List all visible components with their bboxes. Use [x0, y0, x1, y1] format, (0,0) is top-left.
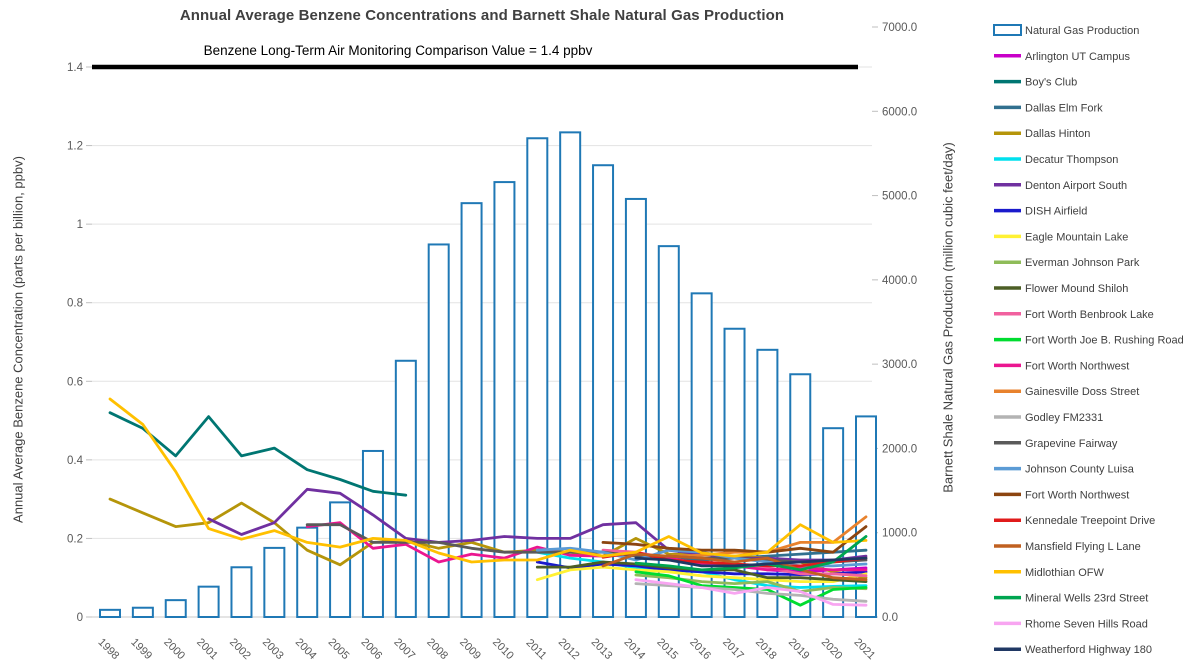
left-axis-tick-label: 1.4: [67, 62, 84, 74]
legend-label-0: Natural Gas Production: [1025, 25, 1139, 37]
x-axis-year-label: 2004: [293, 636, 319, 662]
right-axis-tick-label: 2000.0: [882, 443, 917, 455]
legend-label-11: Fort Worth Benbrook Lake: [1025, 309, 1154, 321]
bar-2003: [263, 546, 286, 619]
left-axis-tick-label: 1.2: [67, 141, 83, 153]
x-axis-year-label: 2008: [424, 636, 450, 662]
bar-2015: [657, 245, 680, 618]
legend-label-24: Weatherford Highway 180: [1025, 644, 1152, 656]
right-axis-title: Barnett Shale Natural Gas Production (mi…: [940, 142, 956, 493]
x-axis-year-label: 2000: [161, 636, 187, 662]
legend-label-22: Mineral Wells 23rd Street: [1025, 593, 1148, 605]
series-line-12-fort-worth-northwest: [305, 521, 868, 572]
series-line-19-mansfield-flying-l-lane: [601, 552, 868, 582]
x-axis-year-label: 2005: [326, 636, 352, 662]
left-axis-tick-label: 0.4: [67, 455, 84, 467]
legend-label-1: Arlington UT Campus: [1025, 51, 1130, 63]
x-axis-year-label: 2012: [556, 636, 582, 662]
bar-2002: [230, 566, 253, 618]
x-axis-year-label: 2016: [687, 636, 713, 662]
x-axis-year-label: 2001: [194, 636, 220, 662]
legend-label-14: Gainesville Doss Street: [1025, 386, 1139, 398]
legend-label-10: Flower Mound Shiloh: [1025, 283, 1128, 295]
legend-label-4: Dallas Hinton: [1025, 128, 1090, 140]
bar-1998: [99, 608, 121, 618]
right-axis-tick-label: 7000.0: [882, 22, 917, 34]
legend-label-12: Fort Worth Joe B. Rushing Road: [1025, 335, 1184, 347]
bar-2016: [690, 292, 713, 618]
x-axis-year-label: 2014: [621, 636, 647, 662]
bar-2008: [427, 243, 450, 618]
right-axis-tick-label: 4000.0: [882, 275, 917, 287]
bar-2010: [493, 181, 516, 618]
x-axis-year-label: 2011: [523, 637, 548, 662]
legend-label-2: Boy's Club: [1025, 77, 1077, 89]
right-axis-tick-label: 3000.0: [882, 359, 917, 371]
left-axis-tick-label: 1: [77, 219, 83, 231]
x-axis-year-label: 2019: [786, 636, 812, 662]
x-axis-year-label: 1999: [128, 636, 154, 662]
bar-2000: [164, 599, 187, 619]
x-axis-year-label: 2009: [457, 636, 483, 662]
right-axis-tick-label: 1000.0: [882, 528, 917, 540]
legend-label-18: Fort Worth Northwest: [1025, 489, 1129, 501]
legend-label-7: DISH Airfield: [1025, 206, 1087, 218]
series-line-23-weatherford-highway-180: [634, 556, 868, 568]
right-axis-tick-label: 0.0: [882, 612, 898, 624]
legend-label-5: Decatur Thompson: [1025, 154, 1118, 166]
series-line-7-eagle-mountain-lake: [535, 565, 868, 583]
legend-label-6: Denton Airport South: [1025, 180, 1127, 192]
left-axis-title: Annual Average Benzene Concentration (pa…: [10, 156, 26, 523]
reference-line-label: Benzene Long-Term Air Monitoring Compari…: [203, 43, 593, 58]
legend-label-21: Midlothian OFW: [1025, 567, 1104, 579]
bar-2006: [361, 449, 384, 619]
left-axis-tick-label: 0.2: [67, 533, 83, 545]
left-axis-tick-label: 0.6: [67, 376, 83, 388]
bar-2012: [559, 131, 582, 618]
chart-title: Annual Average Benzene Concentrations an…: [179, 7, 785, 24]
x-axis-year-label: 1998: [96, 636, 122, 662]
bar-2011: [526, 137, 549, 618]
left-axis-tick-label: 0.8: [67, 298, 83, 310]
bar-2009: [460, 202, 483, 619]
legend-label-15: Godley FM2331: [1025, 412, 1103, 424]
x-axis-year-label: 2002: [227, 636, 253, 662]
x-axis-year-label: 2010: [490, 636, 516, 662]
x-axis-year-label: 2018: [753, 636, 779, 662]
x-axis-year-label: 2021: [852, 636, 878, 662]
bar-2014: [624, 197, 647, 618]
bar-1999: [131, 606, 154, 619]
legend-label-16: Grapevine Fairway: [1025, 438, 1118, 450]
x-axis-year-label: 2013: [589, 636, 615, 662]
series-line-1-boy-s-club: [108, 411, 408, 497]
x-axis-year-label: 2007: [391, 636, 417, 662]
bar-2017: [723, 327, 746, 618]
series-line-22-rhome-seven-hills-road: [634, 578, 868, 607]
x-axis-year-label: 2003: [260, 636, 286, 662]
legend-label-9: Everman Johnson Park: [1025, 257, 1140, 269]
bar-2019: [789, 373, 812, 618]
legend-label-8: Eagle Mountain Lake: [1025, 231, 1128, 243]
legend-label-19: Kennedale Treepoint Drive: [1025, 515, 1155, 527]
legend-swatch-natural-gas-production: [993, 24, 1022, 36]
legend-label-20: Mansfield Flying L Lane: [1025, 541, 1141, 553]
bar-2013: [592, 164, 615, 618]
x-axis-year-label: 2020: [819, 636, 845, 662]
right-axis-tick-label: 6000.0: [882, 106, 917, 118]
series-line-11-fort-worth-joe-b-rushing-road: [634, 570, 868, 607]
x-axis-year-label: 2006: [359, 636, 385, 662]
bar-2007: [394, 359, 417, 618]
series-line-20-midlothian-ofw: [108, 397, 868, 564]
legend-label-23: Rhome Seven Hills Road: [1025, 618, 1148, 630]
x-axis-year-label: 2015: [654, 636, 680, 662]
legend-label-3: Dallas Elm Fork: [1025, 102, 1103, 114]
x-axis-year-label: 2017: [720, 636, 746, 662]
left-axis-tick-label: 0: [77, 612, 83, 624]
right-axis-tick-label: 5000.0: [882, 191, 917, 203]
legend-label-13: Fort Worth Northwest: [1025, 360, 1129, 372]
bar-2001: [197, 585, 220, 619]
legend-label-17: Johnson County Luisa: [1025, 464, 1135, 476]
